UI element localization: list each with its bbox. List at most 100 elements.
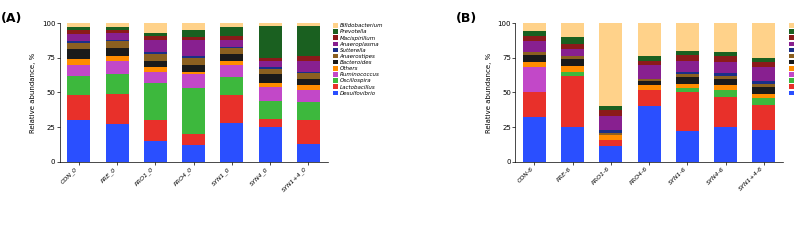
Bar xyxy=(258,26,281,58)
Bar xyxy=(714,62,737,73)
Bar xyxy=(523,92,545,117)
Bar xyxy=(220,48,243,54)
Bar xyxy=(599,116,622,130)
Bar xyxy=(68,59,91,65)
Bar xyxy=(561,37,584,44)
Bar xyxy=(182,23,205,30)
Bar xyxy=(106,40,129,41)
Bar xyxy=(106,23,129,27)
Bar xyxy=(258,23,281,26)
Bar xyxy=(297,23,320,26)
Bar xyxy=(523,36,545,41)
Bar xyxy=(258,67,281,69)
Bar xyxy=(297,79,320,85)
Bar xyxy=(182,88,205,134)
Bar xyxy=(676,84,699,88)
Bar xyxy=(714,79,737,85)
Bar xyxy=(599,135,622,140)
Bar xyxy=(144,33,167,36)
Bar xyxy=(676,92,699,131)
Bar xyxy=(106,48,129,56)
Bar xyxy=(523,62,545,67)
Bar xyxy=(258,58,281,61)
Bar xyxy=(638,85,661,90)
Bar xyxy=(561,66,584,72)
Bar xyxy=(68,49,91,59)
Bar xyxy=(599,23,622,106)
Bar xyxy=(297,26,320,56)
Bar xyxy=(676,61,699,72)
Bar xyxy=(676,55,699,61)
Text: (B): (B) xyxy=(456,12,478,25)
Bar xyxy=(638,23,661,56)
Bar xyxy=(68,76,91,95)
Bar xyxy=(752,81,775,84)
Bar xyxy=(523,41,545,52)
Bar xyxy=(752,130,775,162)
Bar xyxy=(106,56,129,61)
Bar xyxy=(68,65,91,76)
Y-axis label: Relative abundance, %: Relative abundance, % xyxy=(30,52,37,133)
Bar xyxy=(68,30,91,34)
Bar xyxy=(220,95,243,123)
Bar xyxy=(182,30,205,37)
Bar xyxy=(714,73,737,76)
Bar xyxy=(714,127,737,162)
Bar xyxy=(676,131,699,162)
Bar xyxy=(638,65,661,79)
Bar xyxy=(68,23,91,27)
Bar xyxy=(144,83,167,120)
Bar xyxy=(182,40,205,56)
Bar xyxy=(752,105,775,130)
Bar xyxy=(752,87,775,94)
Bar xyxy=(144,120,167,141)
Bar xyxy=(714,85,737,90)
Bar xyxy=(106,74,129,94)
Bar xyxy=(638,56,661,61)
Bar xyxy=(561,72,584,76)
Bar xyxy=(258,83,281,87)
Bar xyxy=(68,34,91,41)
Bar xyxy=(561,49,584,56)
Bar xyxy=(752,58,775,62)
Bar xyxy=(676,88,699,92)
Bar xyxy=(144,23,167,33)
Bar xyxy=(220,23,243,27)
Bar xyxy=(68,95,91,120)
Bar xyxy=(297,102,320,120)
Bar xyxy=(561,23,584,37)
Bar xyxy=(106,61,129,74)
Bar xyxy=(258,74,281,83)
Bar xyxy=(258,61,281,67)
Bar xyxy=(182,145,205,162)
Y-axis label: Relative abundance, %: Relative abundance, % xyxy=(486,52,492,133)
Bar xyxy=(638,79,661,81)
Bar xyxy=(561,59,584,66)
Bar xyxy=(144,40,167,52)
Bar xyxy=(144,67,167,72)
Bar xyxy=(297,56,320,61)
Bar xyxy=(144,52,167,54)
Bar xyxy=(220,77,243,95)
Bar xyxy=(144,61,167,67)
Bar xyxy=(599,133,622,135)
Bar xyxy=(714,90,737,97)
Bar xyxy=(182,72,205,74)
Bar xyxy=(220,65,243,77)
Bar xyxy=(297,73,320,79)
Bar xyxy=(561,76,584,127)
Bar xyxy=(523,23,545,31)
Bar xyxy=(144,72,167,83)
Bar xyxy=(752,84,775,87)
Bar xyxy=(676,72,699,74)
Bar xyxy=(523,55,545,62)
Bar xyxy=(297,144,320,162)
Bar xyxy=(182,37,205,40)
Bar xyxy=(144,54,167,61)
Bar xyxy=(68,43,91,49)
Bar xyxy=(523,52,545,55)
Bar xyxy=(297,90,320,102)
Bar xyxy=(599,146,622,162)
Bar xyxy=(144,36,167,40)
Bar xyxy=(258,69,281,74)
